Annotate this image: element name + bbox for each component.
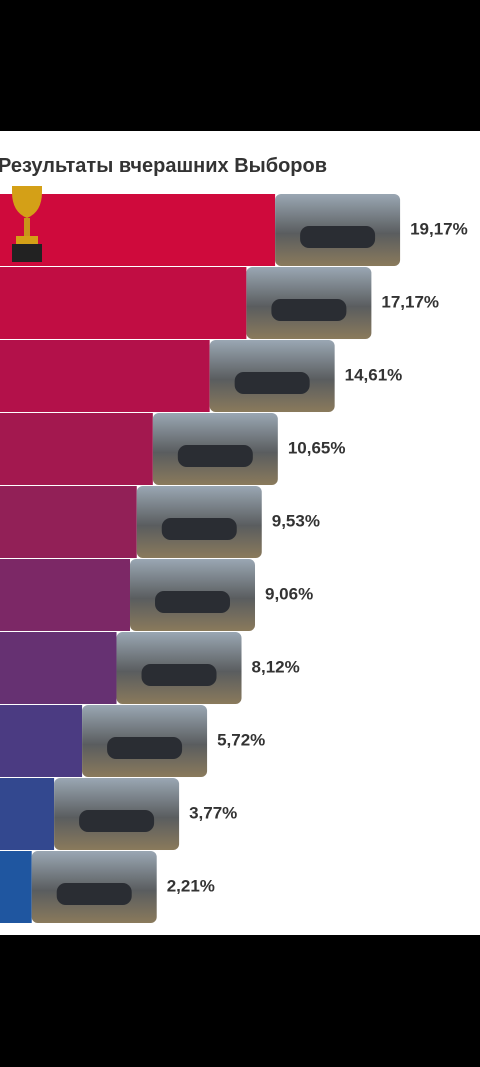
value-label: 10,65%: [288, 438, 346, 457]
bar: [0, 559, 131, 631]
bar: [0, 340, 210, 412]
car-silhouette: [300, 226, 376, 248]
bars: 19,17% 17,17% 14,61% 10,65% 9,53% 9,06% 8,12% 5…: [0, 194, 468, 923]
bar: [0, 851, 32, 923]
car-silhouette: [161, 518, 237, 540]
value-label: 8,12%: [252, 657, 300, 676]
trophy-icon: [12, 186, 42, 262]
value-label: 19,17%: [410, 219, 468, 238]
bar: [0, 705, 83, 777]
chart-title: Результаты вчерашних Выборов: [0, 155, 327, 177]
bar: [0, 778, 55, 850]
car-silhouette: [271, 299, 347, 321]
value-label: 9,53%: [272, 511, 320, 530]
bar: [0, 413, 153, 485]
car-silhouette: [79, 810, 155, 832]
value-label: 9,06%: [265, 584, 313, 603]
car-silhouette: [155, 591, 231, 613]
car-silhouette: [234, 372, 310, 394]
car-silhouette: [107, 737, 183, 759]
value-label: 5,72%: [217, 730, 265, 749]
bar: [0, 486, 137, 558]
bar: [0, 267, 247, 339]
car-silhouette: [177, 445, 253, 467]
car-silhouette: [141, 664, 217, 686]
value-label: 3,77%: [189, 803, 237, 822]
bar: [0, 632, 117, 704]
value-label: 2,21%: [167, 876, 215, 895]
bar: [0, 194, 276, 266]
car-silhouette: [56, 883, 132, 905]
value-label: 14,61%: [345, 365, 403, 384]
value-label: 17,17%: [381, 292, 439, 311]
